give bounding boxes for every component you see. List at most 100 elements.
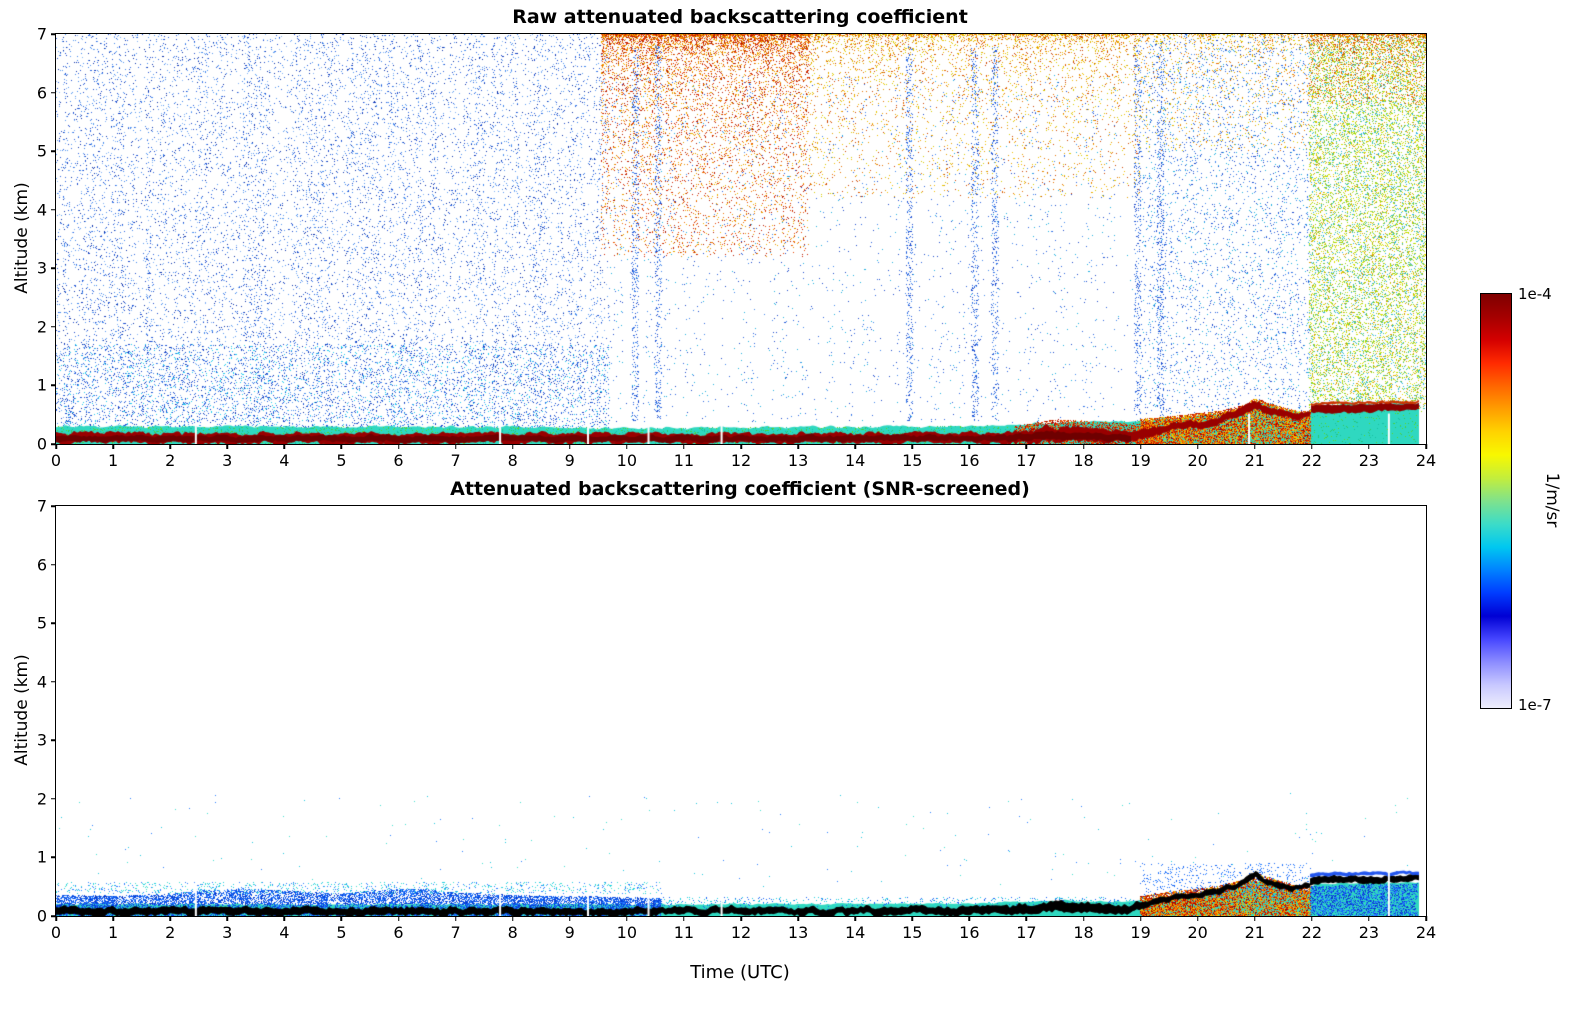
colorbar-max-label: 1e-4 [1518,285,1552,303]
x-tick-mark [1368,916,1370,921]
x-tick-mark [283,444,286,449]
x-tick-mark [797,444,799,449]
x-tick-label: 14 [844,451,866,470]
x-tick-mark [1025,444,1028,449]
plot-area: 0 1 2 3 4 5 6 7 8 9 10 11 12 13 14 15 16 17 18 19 20 21 22 23 24… [37,497,1436,943]
plot-area: 0 1 2 3 4 5 6 7 8 9 10 11 12 13 14 15 16 17 18 19 20 21 22 23 24… [37,25,1436,471]
x-tick-mark [1311,444,1313,449]
x-tick-mark [626,444,628,449]
y-tick-mark [51,798,56,800]
x-tick-label: 23 [1358,451,1380,470]
y-tick-mark [51,150,56,152]
x-tick-label: 20 [1187,451,1208,470]
x-tick-mark [397,444,400,449]
y-tick-label: 5 [36,613,47,633]
x-tick-mark [569,444,571,449]
x-tick-label: 0 [50,451,62,470]
x-tick-mark [911,444,913,449]
x-tick-mark [1311,916,1313,921]
x-tick-label: 19 [1130,923,1151,942]
x-tick-mark [683,916,685,921]
x-tick-label: 1 [107,451,119,470]
y-tick-mark [51,622,56,624]
x-tick-label: 5 [336,923,347,942]
x-tick-label: 9 [564,923,575,942]
y-tick-mark [51,326,56,328]
y-tick-mark [51,384,56,387]
x-tick-label: 22 [1301,923,1323,942]
y-tick-mark [51,267,56,270]
x-tick-mark [340,444,343,449]
x-tick-label: 19 [1130,451,1151,470]
x-tick-label: 18 [1073,451,1094,470]
x-tick-mark [854,444,856,449]
x-tick-mark [1196,444,1199,449]
x-tick-mark [454,444,457,449]
y-tick-label: 0 [36,434,47,454]
x-tick-label: 0 [50,923,62,942]
x-tick-mark [1368,444,1370,449]
x-tick-mark [740,444,742,449]
x-tick-label: 1 [107,923,119,942]
x-tick-label: 21 [1244,923,1265,942]
x-tick-label: 13 [787,923,809,942]
y-tick-label: 3 [36,730,47,750]
screened-backscatter-heatmap [56,506,1426,916]
x-tick-label: 6 [393,923,404,942]
x-tick-mark [112,916,114,921]
y-tick-mark [51,443,56,445]
raw-backscatter-heatmap [56,34,1426,444]
x-tick-label: 24 [1415,451,1437,470]
x-tick-mark [511,444,514,449]
x-tick-mark [1139,916,1142,921]
x-tick-label: 12 [730,451,752,470]
y-tick-mark [51,208,56,211]
x-tick-mark [1139,444,1142,449]
x-tick-label: 17 [1016,923,1037,942]
x-tick-label: 8 [507,923,518,942]
x-tick-label: 23 [1358,923,1380,942]
x-tick-label: 24 [1415,923,1437,942]
x-tick-label: 18 [1073,923,1094,942]
y-tick-label: 1 [36,375,47,395]
x-tick-mark [683,444,685,449]
x-tick-mark [968,916,971,921]
y-axis-label: Altitude (km) [12,654,32,766]
x-tick-mark [797,916,799,921]
y-tick-label: 6 [36,555,47,575]
x-tick-label: 14 [844,923,866,942]
x-tick-mark [1425,916,1427,921]
y-tick-label: 7 [36,496,47,516]
x-tick-mark [397,916,400,921]
x-tick-label: 2 [165,923,176,942]
x-tick-label: 12 [730,923,752,942]
x-tick-label: 20 [1187,923,1208,942]
panel-title: Attenuated backscattering coefficient (S… [450,478,1030,500]
x-tick-mark [854,916,856,921]
y-tick-label: 4 [36,672,47,692]
colorbar-unit-label: 1/m/sr [1542,472,1562,528]
y-tick-label: 2 [36,317,47,337]
y-tick-label: 7 [36,24,47,44]
x-tick-mark [1254,916,1256,921]
x-tick-label: 10 [616,923,638,942]
x-tick-label: 11 [673,923,695,942]
y-tick-mark [51,739,56,742]
y-tick-label: 6 [36,83,47,103]
y-tick-label: 0 [36,906,47,926]
x-tick-label: 11 [673,451,695,470]
y-tick-mark [51,91,56,94]
y-axis-label: Altitude (km) [12,182,32,294]
x-tick-label: 13 [787,451,809,470]
x-tick-mark [226,444,228,449]
y-tick-mark [51,563,56,566]
x-tick-label: 7 [450,451,461,470]
x-tick-label: 21 [1244,451,1265,470]
x-tick-label: 8 [507,451,518,470]
x-tick-mark [968,444,971,449]
x-tick-mark [226,916,228,921]
x-tick-mark [1425,444,1427,449]
colorbar-gradient [1480,293,1512,709]
y-tick-mark [51,680,56,683]
